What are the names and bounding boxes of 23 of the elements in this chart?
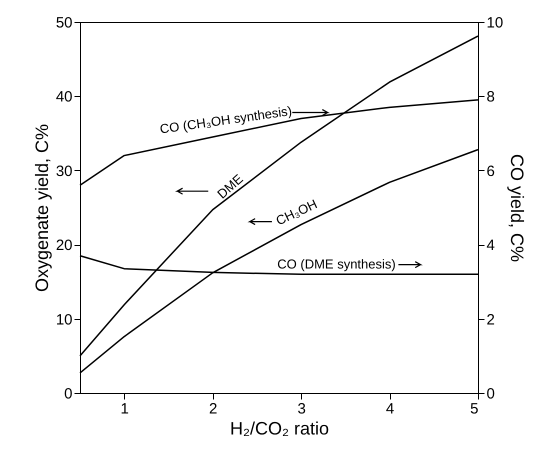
x-tick-label: 2 <box>208 400 218 418</box>
y-tick-label: 40 <box>56 88 72 106</box>
x-axis-title: H₂/CO₂ ratio <box>230 418 329 438</box>
line-series <box>79 148 479 374</box>
y-tick-label: 20 <box>56 237 72 254</box>
y2-tick-label: 2 <box>486 311 495 328</box>
x-tick-label: 3 <box>297 400 306 418</box>
x-tick-label: 5 <box>470 400 478 418</box>
legend-label: CO (DME synthesis) <box>277 256 396 272</box>
y-tick-label: 30 <box>56 162 72 180</box>
y-tick-label: 0 <box>64 386 72 402</box>
legend-label: CO (CH₃OH synthesis) <box>158 103 293 137</box>
y2-tick-label: 10 <box>486 14 504 32</box>
y2-axis-title: CO yield, C% <box>507 154 528 262</box>
y2-tick-label: 8 <box>486 88 495 106</box>
y2-tick-label: 4 <box>486 237 495 254</box>
x-tick-label: 4 <box>386 400 394 418</box>
y-tick-label: 50 <box>56 14 72 32</box>
y2-tick-label: 6 <box>486 162 495 180</box>
y-tick-label: 10 <box>56 311 72 328</box>
x-tick-label: 1 <box>120 400 129 418</box>
y2-tick-label: 0 <box>486 386 495 402</box>
y-axis-title: Oxygenate yield, C% <box>32 124 52 292</box>
